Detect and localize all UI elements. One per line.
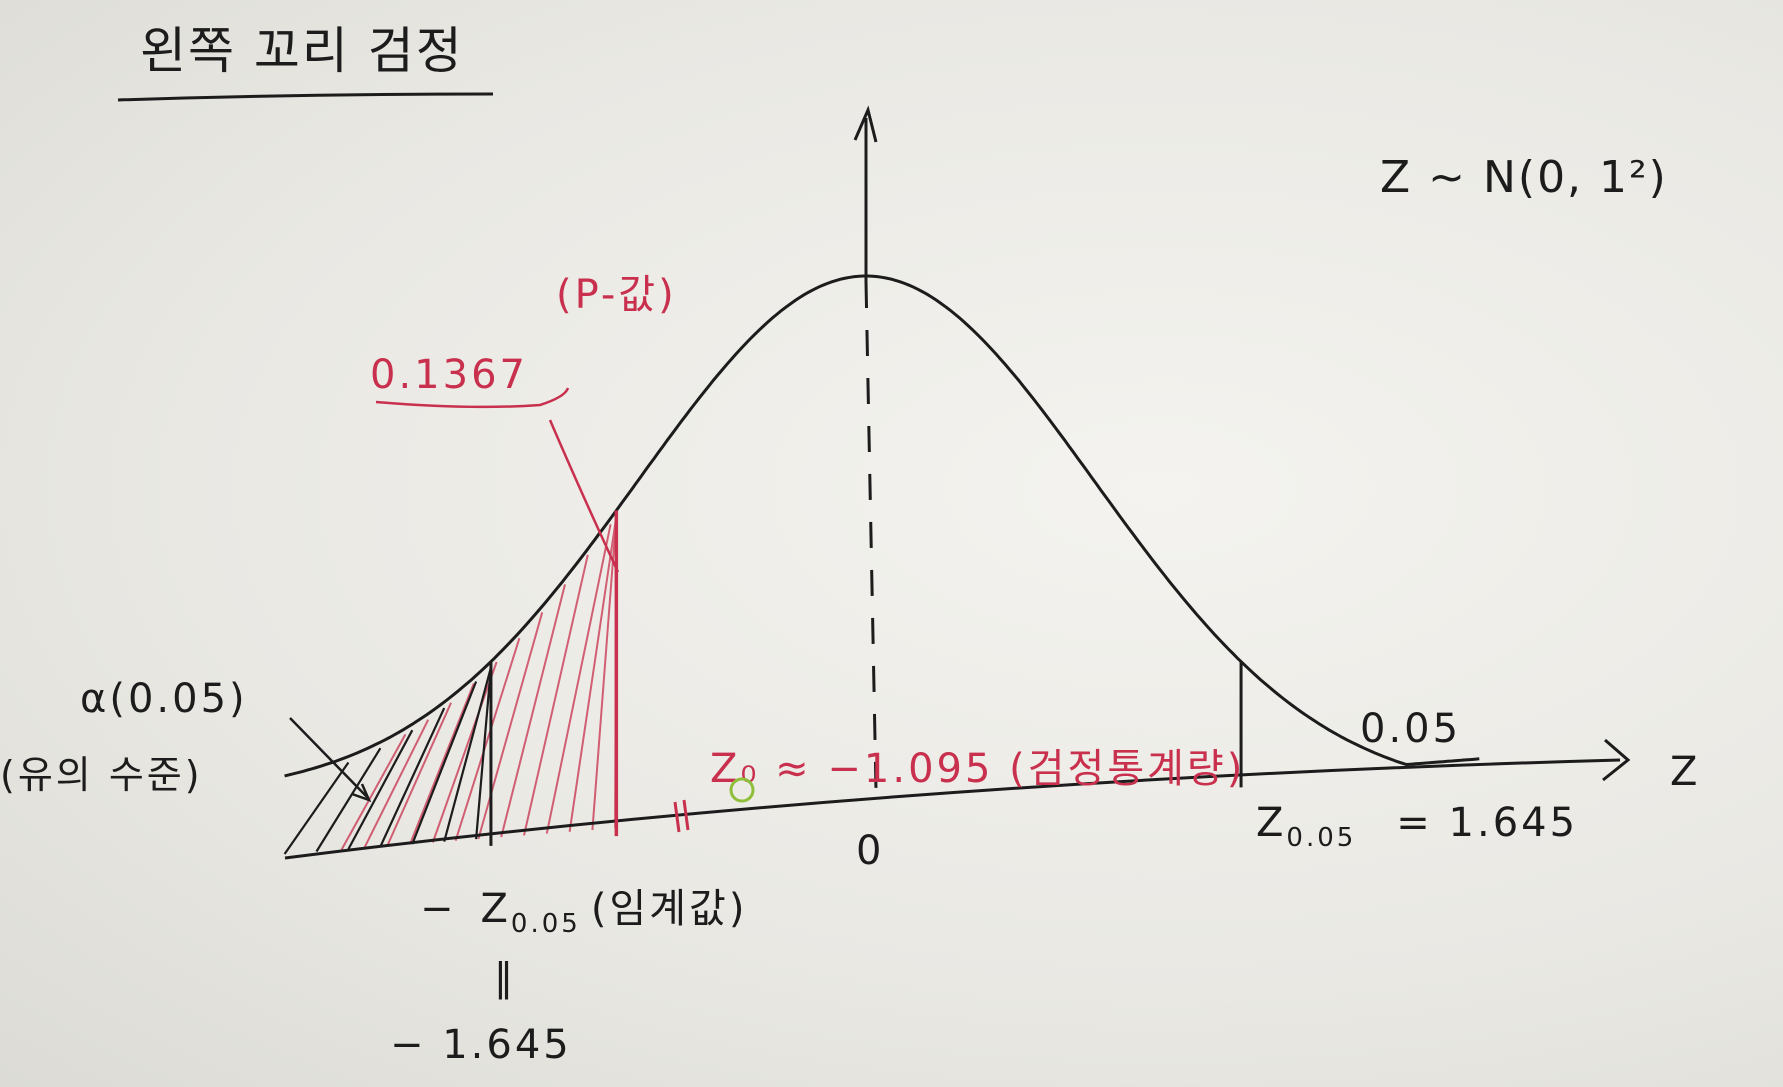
alpha-hatch-line	[379, 707, 446, 848]
z0-green-mark	[729, 777, 755, 803]
pvalue-label: (P-값)	[556, 272, 677, 318]
pvalue-hatch-line	[545, 524, 612, 834]
title-underline	[117, 92, 494, 102]
x-axis	[284, 758, 1621, 860]
alpha-hatching	[283, 667, 492, 855]
pvalue-hatch-line	[454, 637, 521, 842]
x-axis-label: Z	[1670, 749, 1700, 795]
pvalue-hatch-line	[477, 612, 544, 840]
page-title: 왼쪽 꼬리 검정	[140, 22, 464, 80]
alpha-hatch-line	[443, 667, 492, 842]
pvalue-hatch-line	[386, 702, 452, 847]
mean-dashed-line	[864, 281, 878, 791]
test-stat-tick-marks	[673, 799, 690, 833]
distribution-notation: Z ~ N(0, 1²)	[1380, 152, 1668, 203]
right-critical-label: Z0.05 = 1.645	[1256, 800, 1578, 853]
origin-label: 0	[856, 828, 884, 874]
equals-mark: ‖	[494, 955, 516, 1000]
pvalue-hatch-line	[591, 516, 618, 831]
x-axis-arrow-icon	[1602, 738, 1631, 782]
alpha-label: α(0.05)	[80, 676, 248, 722]
pvalue-hatch-line	[523, 554, 589, 836]
normal-curve	[284, 274, 1480, 778]
left-critical-label: − Z0.05 (임계값)	[420, 886, 747, 939]
alpha-hatch-line	[315, 747, 382, 853]
pvalue-hatch-line	[568, 516, 618, 832]
alpha-hatch-line	[283, 761, 350, 855]
right-tail-area: 0.05	[1360, 706, 1461, 752]
pvalue-hatch-line	[363, 719, 430, 849]
y-axis-arrow-icon	[853, 105, 878, 143]
pvalue-value: 0.1367	[370, 352, 528, 398]
alpha-pointer-arrow-icon	[351, 783, 372, 803]
alpha-hatch-line	[475, 667, 492, 840]
pvalue-hatch-line	[500, 584, 566, 838]
pvalue-leader-line	[375, 387, 620, 573]
left-critical-value: − 1.645	[390, 1022, 572, 1068]
alpha-pointer-line	[289, 717, 369, 799]
alpha-description: (유의 수준)	[0, 753, 203, 797]
pvalue-hatch-line	[340, 733, 407, 851]
test-statistic-label: Z₀ ≈ −1.095 (검정통계량)	[710, 746, 1245, 792]
pvalue-hatch-line	[409, 683, 475, 845]
alpha-hatch-line	[411, 681, 478, 845]
pvalue-hatch-line	[431, 661, 498, 843]
alpha-hatch-line	[347, 729, 414, 850]
